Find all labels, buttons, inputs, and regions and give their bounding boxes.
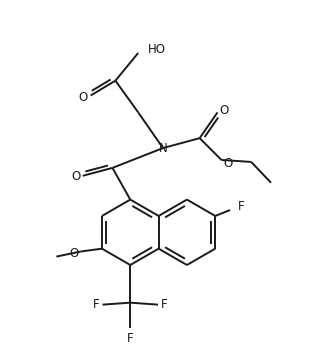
Text: F: F <box>127 332 134 345</box>
Text: HO: HO <box>148 44 166 56</box>
Text: O: O <box>71 170 80 183</box>
Text: F: F <box>161 298 167 311</box>
Text: F: F <box>238 199 244 213</box>
Text: F: F <box>93 298 100 311</box>
Text: O: O <box>69 247 79 260</box>
Text: O: O <box>78 91 87 104</box>
Text: O: O <box>224 157 233 171</box>
Text: O: O <box>220 104 229 117</box>
Text: N: N <box>159 142 167 155</box>
